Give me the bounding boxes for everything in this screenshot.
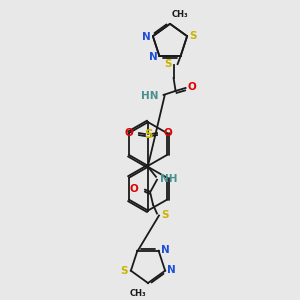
Text: N: N: [160, 245, 169, 255]
Text: NH: NH: [160, 174, 178, 184]
Text: O: O: [124, 128, 133, 138]
Text: S: S: [164, 59, 172, 69]
Text: S: S: [144, 128, 152, 141]
Text: N: N: [167, 265, 176, 275]
Text: S: S: [189, 31, 196, 41]
Text: CH₃: CH₃: [172, 10, 189, 19]
Text: N: N: [149, 52, 158, 62]
Text: S: S: [161, 209, 169, 220]
Text: CH₃: CH₃: [129, 289, 146, 298]
Text: O: O: [163, 128, 172, 138]
Text: O: O: [188, 82, 196, 92]
Text: O: O: [129, 184, 138, 194]
Text: N: N: [142, 32, 151, 42]
Text: S: S: [120, 266, 128, 276]
Text: HN: HN: [141, 91, 159, 101]
